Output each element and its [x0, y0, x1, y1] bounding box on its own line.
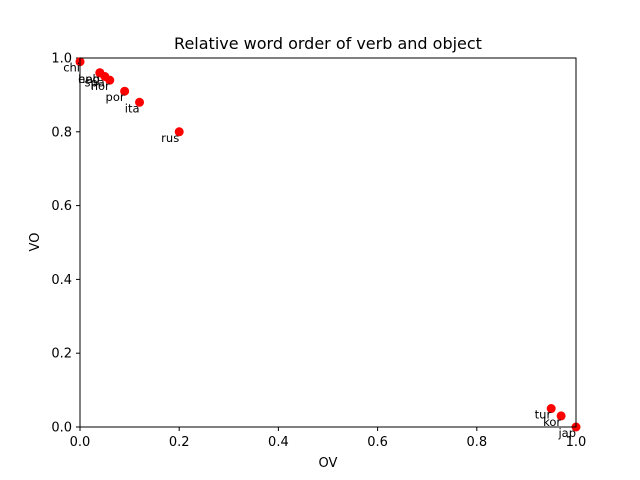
y-tick-label: 0.2	[51, 347, 72, 362]
data-point-nor	[105, 75, 115, 85]
y-tick-label: 0.0	[51, 421, 72, 436]
data-point-ita	[135, 97, 145, 107]
x-tick-label: 0.2	[169, 435, 190, 450]
point-label-ita: ita	[125, 101, 140, 115]
point-label-kor: kor	[543, 415, 561, 429]
x-tick-label: 0.8	[466, 435, 487, 450]
x-tick-label: 0.6	[367, 435, 388, 450]
x-tick-label: 0.0	[70, 435, 91, 450]
point-label-por: por	[106, 90, 125, 104]
data-point-rus	[174, 127, 184, 137]
point-label-tur: tur	[535, 408, 552, 422]
chart-title: Relative word order of verb and object	[174, 34, 482, 53]
point-label-heb: heb	[78, 72, 100, 86]
point-label-jap: jap	[557, 426, 576, 440]
data-point-kor	[556, 411, 566, 421]
y-tick-label: 0.6	[51, 199, 72, 214]
scatter-points	[75, 57, 581, 432]
point-label-spa: spa	[84, 75, 104, 89]
point-label-chi: chi	[63, 61, 80, 75]
y-tick-label: 0.8	[51, 125, 72, 140]
x-axis-ticks: 0.0 0.2 0.4 0.6 0.8 1.0	[70, 427, 587, 450]
x-tick-label: 1.0	[566, 435, 587, 450]
data-point-por	[120, 86, 130, 96]
data-point-tur	[546, 404, 556, 414]
point-label-eng: eng	[78, 72, 100, 86]
y-axis-ticks: 0.0 0.2 0.4 0.6 0.8 1.0	[51, 52, 80, 436]
y-tick-label: 0.4	[51, 273, 72, 288]
point-label-nor: nor	[91, 79, 110, 93]
x-axis-label: OV	[319, 456, 338, 471]
plot-frame	[79, 57, 577, 428]
point-label-rus: rus	[161, 131, 179, 145]
y-axis-label: VO	[28, 233, 43, 252]
y-tick-label: 1.0	[51, 52, 72, 67]
x-tick-label: 0.4	[268, 435, 289, 450]
